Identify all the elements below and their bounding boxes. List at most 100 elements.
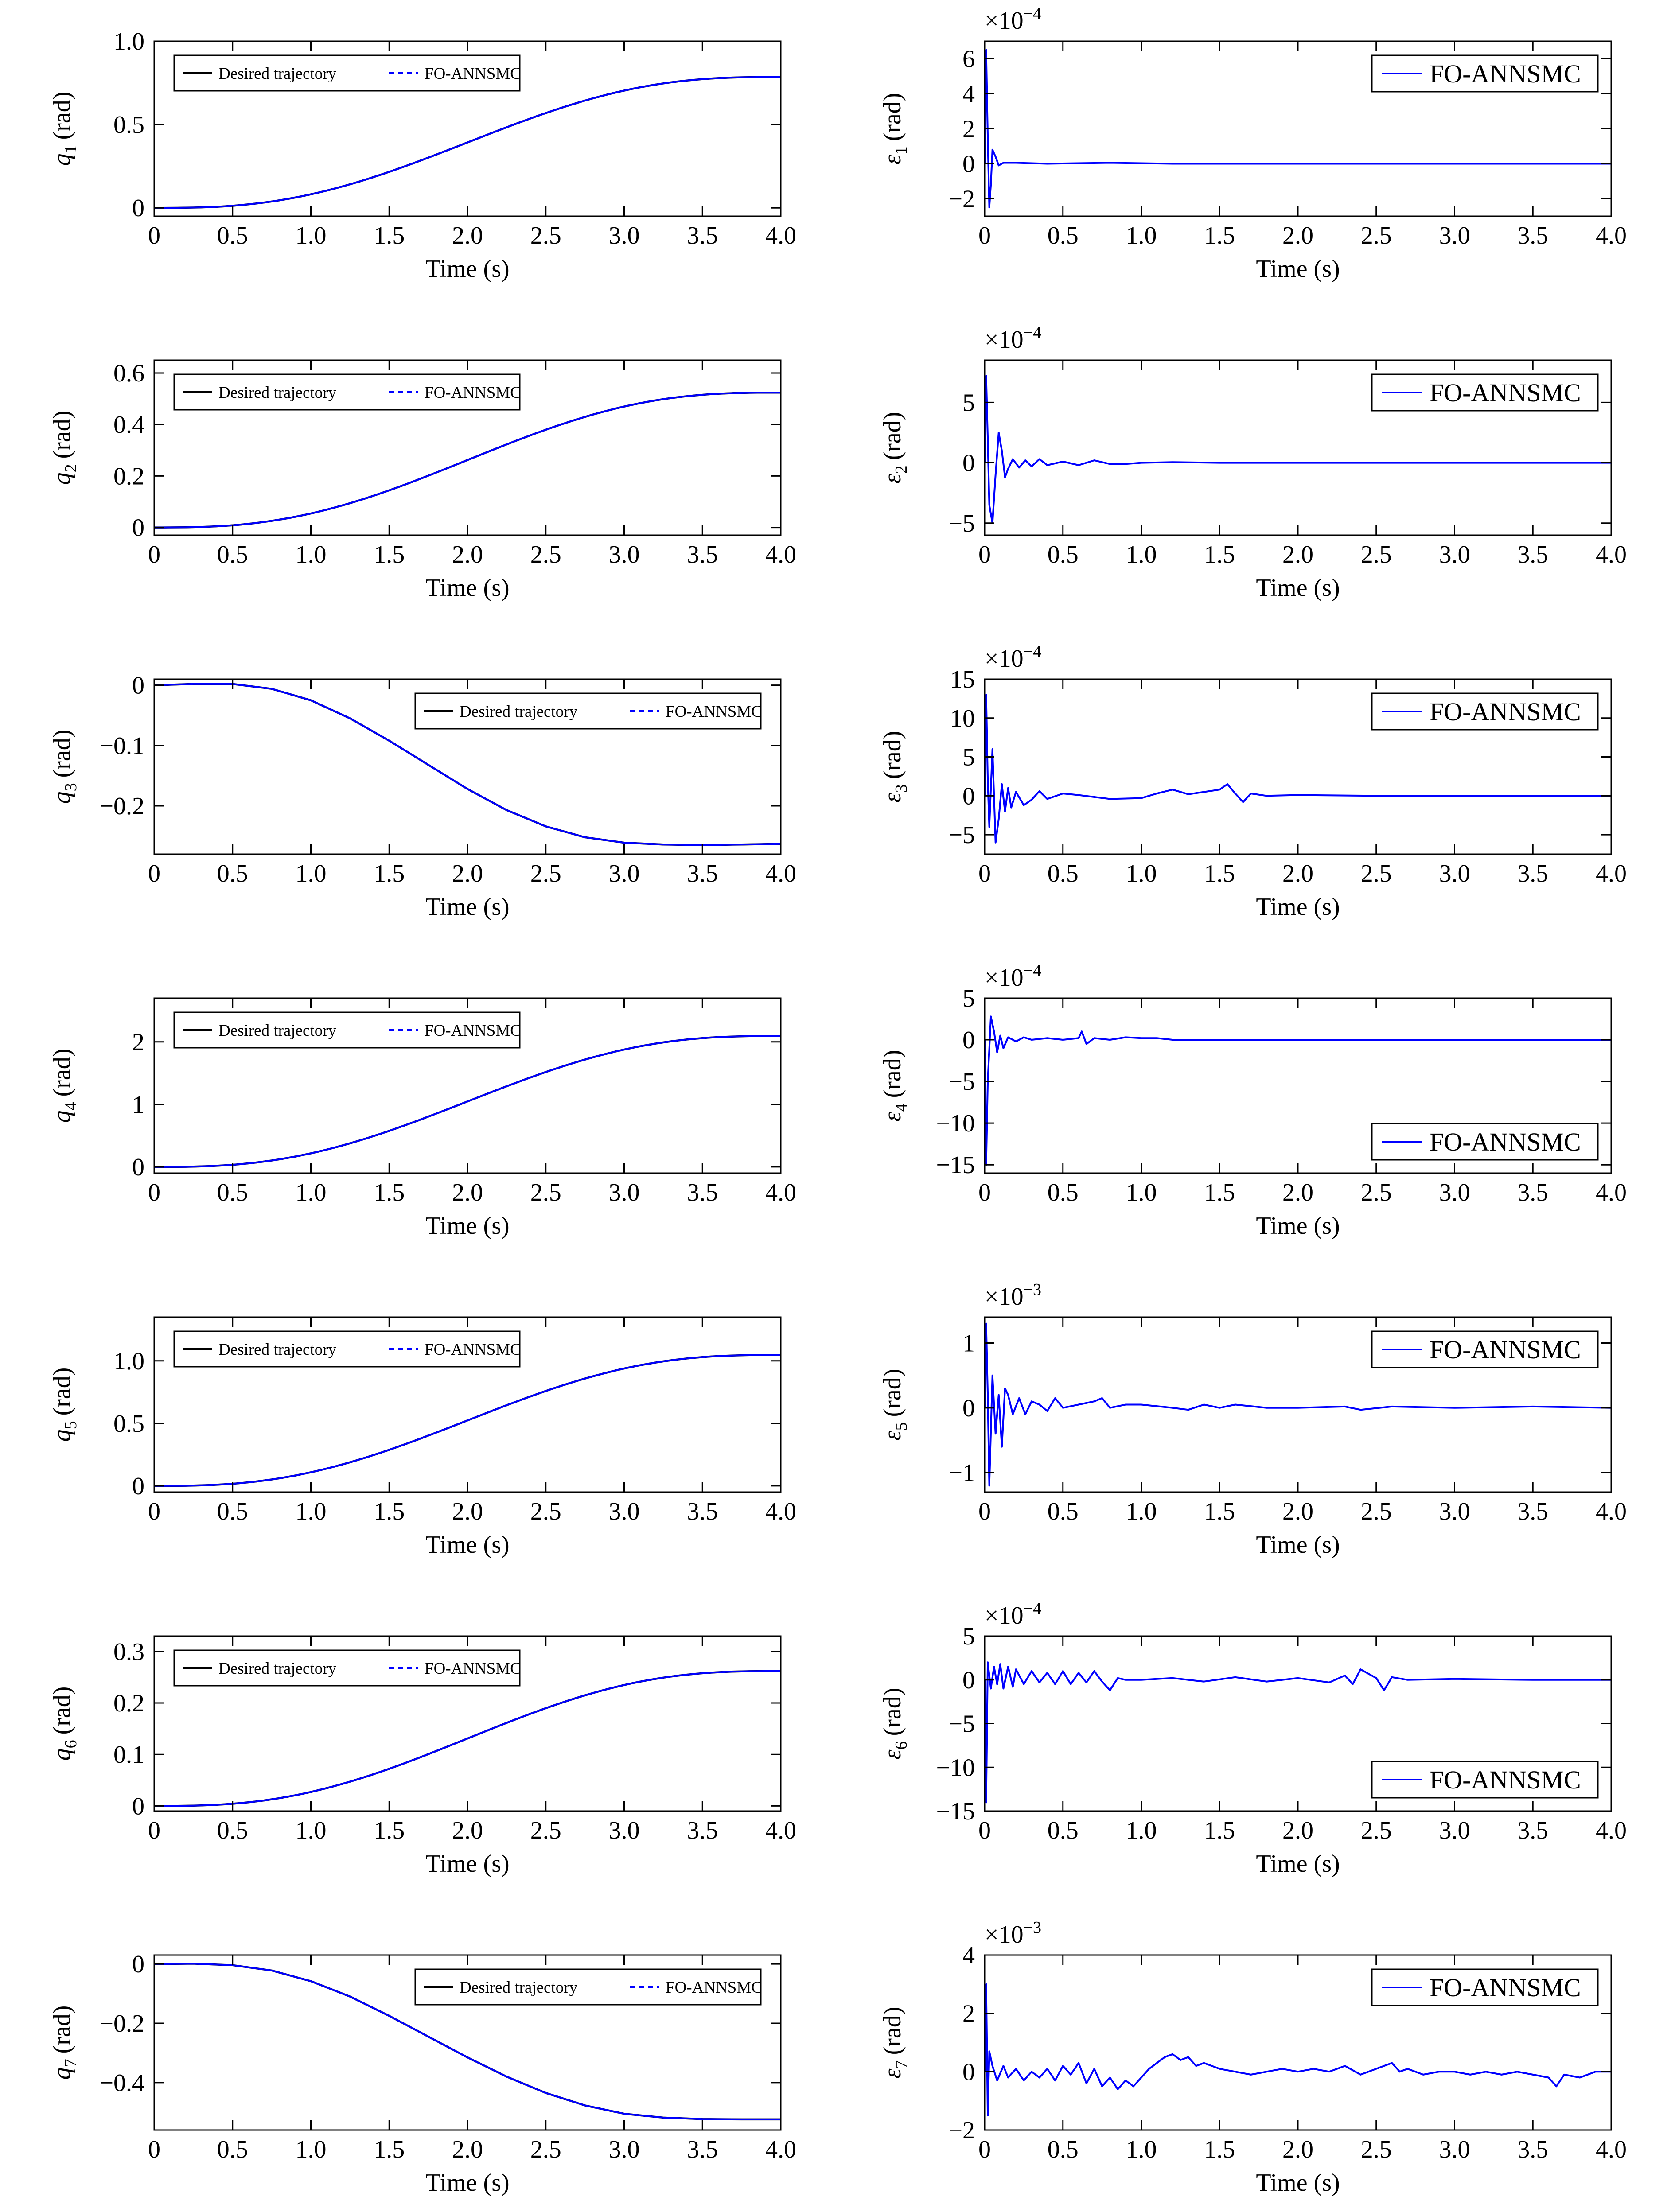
x-tick-label: 0	[978, 541, 991, 568]
x-tick-label: 3.0	[1439, 1498, 1470, 1525]
axis-exponent-base: ×10	[985, 1602, 1024, 1629]
x-tick-label: 4.0	[1596, 541, 1627, 568]
legend: Desired trajectory FO-ANNSMC	[173, 373, 521, 411]
y-axis-unit: (rad)	[879, 731, 906, 779]
legend-label-fo-annsmc: FO-ANNSMC	[1430, 1765, 1581, 1794]
y-tick-label: 10	[950, 705, 975, 732]
x-tick-label: 4.0	[1596, 222, 1627, 249]
x-tick-label: 2.0	[452, 860, 483, 887]
y-tick-label: 2	[132, 1029, 144, 1056]
x-tick-label: 1.0	[1126, 222, 1157, 249]
legend-label-desired: Desired trajectory	[218, 384, 337, 402]
legend: FO-ANNSMC	[1371, 1123, 1599, 1161]
y-axis-subscript: 3	[892, 784, 911, 793]
x-tick-label: 3.5	[687, 1817, 718, 1844]
x-tick-label: 2.5	[530, 2136, 561, 2163]
x-axis-label: Time (s)	[1256, 255, 1340, 283]
legend-label-desired: Desired trajectory	[460, 703, 578, 721]
x-tick-label: 1.0	[296, 541, 327, 568]
x-tick-label: 2.5	[1361, 1817, 1392, 1844]
x-tick-label: 1.5	[374, 1498, 405, 1525]
x-tick-label: 0	[148, 1179, 160, 1206]
legend-box	[173, 54, 521, 92]
axis-exponent-base: ×10	[985, 964, 1024, 991]
y-tick-label: 0.4	[113, 411, 144, 439]
x-tick-label: 3.0	[1439, 1817, 1470, 1844]
y-tick-label: −5	[948, 510, 975, 537]
legend-box	[414, 692, 762, 730]
axis-exponent-base: ×10	[985, 7, 1024, 35]
y-axis-label: ε2 (rad)	[879, 412, 911, 484]
legend-label-fo-annsmc: FO-ANNSMC	[1430, 59, 1581, 88]
legend-label-fo-annsmc: FO-ANNSMC	[666, 703, 762, 721]
x-tick-label: 0.5	[1048, 860, 1079, 887]
y-tick-label: 5	[962, 744, 975, 771]
x-tick-label: 0	[148, 2136, 160, 2163]
y-axis-symbol: q	[48, 472, 76, 485]
legend: FO-ANNSMC	[1371, 373, 1599, 412]
x-tick-label: 1.5	[1204, 541, 1235, 568]
y-tick-label: 15	[950, 666, 975, 693]
legend-label-fo-annsmc: FO-ANNSMC	[425, 384, 521, 402]
legend-box	[173, 1330, 521, 1368]
x-tick-label: 1.5	[374, 541, 405, 568]
y-tick-label: 4	[962, 81, 975, 108]
x-axis-label: Time (s)	[1256, 1850, 1340, 1878]
x-tick-label: 1.5	[1204, 222, 1235, 249]
legend: FO-ANNSMC	[1371, 1968, 1599, 2006]
x-tick-label: 3.5	[1517, 1498, 1548, 1525]
x-tick-label: 0.5	[217, 1179, 248, 1206]
y-tick-label: −0.2	[99, 2010, 144, 2037]
x-tick-label: 2.5	[1361, 2136, 1392, 2163]
x-tick-label: 3.0	[1439, 1179, 1470, 1206]
x-tick-label: 3.0	[1439, 860, 1470, 887]
x-tick-label: 3.5	[1517, 2136, 1548, 2163]
legend-label-fo-annsmc: FO-ANNSMC	[1430, 697, 1581, 726]
y-tick-label: −5	[948, 1068, 975, 1096]
x-tick-label: 0.5	[217, 541, 248, 568]
y-axis-subscript: 1	[892, 146, 911, 155]
axis-exponent-power: −4	[1024, 642, 1041, 661]
legend-label-fo-annsmc: FO-ANNSMC	[1430, 1127, 1581, 1156]
panel-q4: 0 0.5 1.0 1.5 2.0 2.5 3.0 3.5 4.0 0 1 2 Time (s) q4 (r…	[48, 997, 796, 1240]
x-tick-label: 2.5	[530, 541, 561, 568]
x-tick-label: 2.5	[1361, 1179, 1392, 1206]
x-tick-label: 0	[978, 1498, 991, 1525]
panel-q3: 0 0.5 1.0 1.5 2.0 2.5 3.0 3.5 4.0 −0.2 −0.1 0 Time (…	[48, 672, 796, 921]
y-tick-label: −0.1	[99, 732, 144, 760]
axis-exponent-power: −4	[1024, 961, 1041, 980]
x-tick-label: 4.0	[1596, 1817, 1627, 1844]
y-axis-label: ε3 (rad)	[879, 731, 911, 803]
legend-label-desired: Desired trajectory	[460, 1979, 578, 1997]
y-tick-label: 0	[132, 1792, 144, 1820]
legend-label-desired: Desired trajectory	[218, 1341, 337, 1359]
x-tick-label: 3.5	[687, 860, 718, 887]
x-tick-label: 3.0	[609, 2136, 640, 2163]
x-tick-label: 1.0	[296, 2136, 327, 2163]
series-line-fo-annsmc	[985, 694, 1611, 844]
panel-q1: 0 0.5 1.0 1.5 2.0 2.5 3.0 3.5 4.0 0 0.5 1.0 Time (s)…	[48, 28, 796, 283]
x-tick-label: 1.5	[374, 1817, 405, 1844]
y-axis-symbol: q	[48, 1110, 76, 1123]
y-axis-subscript: 7	[62, 2059, 80, 2067]
y-tick-label: 0	[962, 1667, 975, 1694]
x-tick-label: 2.5	[1361, 222, 1392, 249]
y-tick-label: −0.2	[99, 793, 144, 820]
y-tick-label: 0.3	[113, 1638, 144, 1666]
x-tick-label: 3.0	[609, 1817, 640, 1844]
series-line-fo-annsmc	[154, 76, 781, 209]
x-tick-label: 2.0	[452, 541, 483, 568]
y-axis-subscript: 2	[62, 464, 80, 472]
y-axis-unit: (rad)	[879, 1050, 906, 1098]
series-line-fo-annsmc	[985, 1983, 1611, 2117]
y-axis-label: ε5 (rad)	[879, 1369, 911, 1441]
x-tick-label: 4.0	[1596, 1179, 1627, 1206]
panel-e6: 0 0.5 1.0 1.5 2.0 2.5 3.0 3.5 4.0 −15 −10 −5 0 5 Time …	[879, 1599, 1627, 1878]
legend-label-fo-annsmc: FO-ANNSMC	[666, 1979, 762, 1997]
x-tick-label: 3.0	[609, 860, 640, 887]
y-axis-label: q1 (rad)	[48, 92, 80, 166]
legend: Desired trajectory FO-ANNSMC	[414, 1968, 762, 2006]
x-tick-label: 3.5	[687, 541, 718, 568]
x-tick-label: 0.5	[217, 1817, 248, 1844]
